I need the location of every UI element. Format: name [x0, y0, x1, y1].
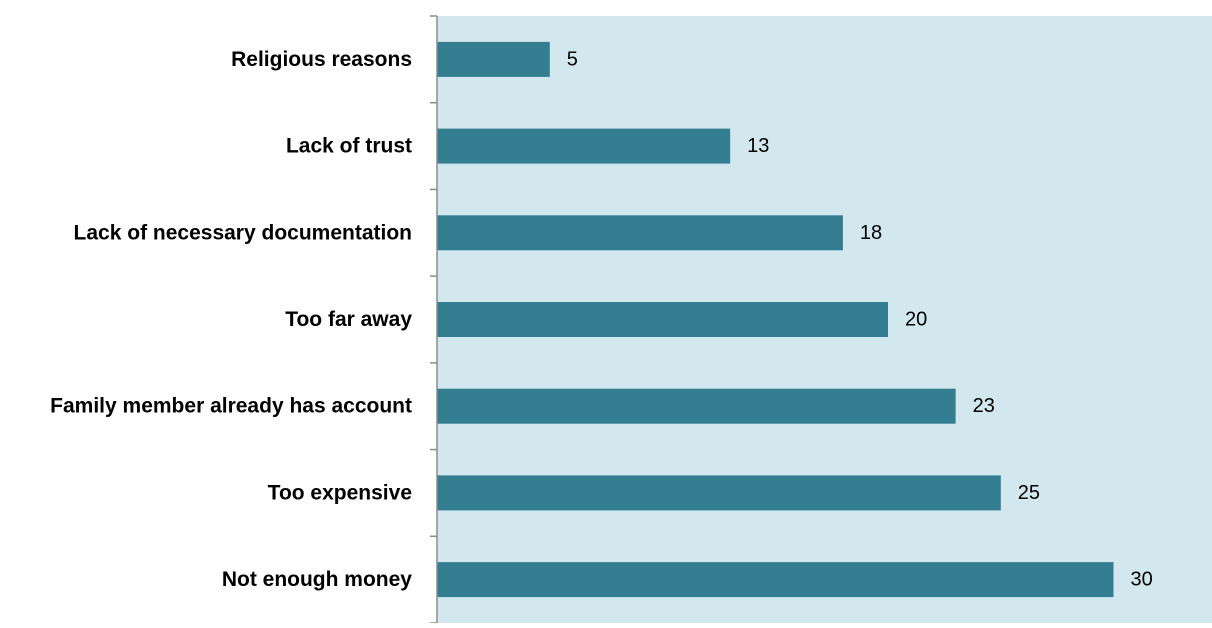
value-label: 20	[905, 309, 927, 331]
bar	[437, 41, 550, 77]
category-axis	[430, 15, 438, 624]
category-label: Too far away	[285, 308, 412, 331]
labels-layer: Religious reasons 5 Lack of trust 13 Lack of…	[50, 48, 1153, 591]
bar	[437, 562, 1114, 598]
category-label: Lack of necessary documentation	[74, 221, 412, 244]
category-label: Lack of trust	[286, 135, 412, 158]
value-label: 13	[747, 135, 769, 157]
category-label: Family member already has account	[50, 395, 412, 418]
bar	[437, 128, 731, 164]
value-label: 18	[860, 222, 882, 244]
value-label: 25	[1018, 482, 1040, 504]
value-label: 23	[973, 395, 995, 417]
bars-layer	[437, 41, 1114, 598]
category-label: Religious reasons	[231, 48, 412, 71]
bar	[437, 302, 888, 337]
bar	[437, 388, 956, 424]
bar	[437, 475, 1001, 511]
category-label: Too expensive	[268, 481, 412, 504]
category-label: Not enough money	[222, 568, 412, 591]
bar	[437, 215, 843, 251]
value-label: 5	[567, 48, 578, 70]
value-label: 30	[1131, 569, 1153, 591]
